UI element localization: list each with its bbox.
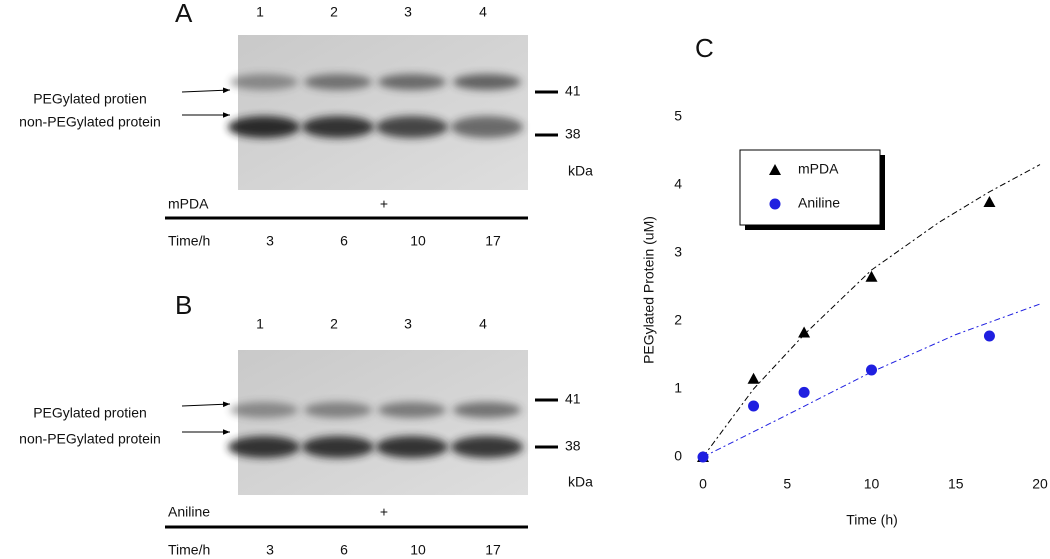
marker-label: 38 bbox=[565, 438, 581, 454]
marker-label: 38 bbox=[565, 126, 581, 142]
reagent-label: Aniline bbox=[168, 504, 210, 520]
legend bbox=[739, 149, 881, 226]
fit-line bbox=[702, 303, 1041, 458]
band-label: non-PEGylated protein bbox=[19, 114, 161, 130]
gel bbox=[238, 350, 528, 495]
band-upper bbox=[378, 74, 446, 90]
band-upper bbox=[230, 74, 298, 90]
band-label: PEGylated protien bbox=[33, 405, 147, 421]
time-label: Time/h bbox=[168, 542, 210, 558]
band-lower bbox=[376, 116, 448, 138]
point bbox=[798, 326, 811, 338]
legend-label: Aniline bbox=[798, 195, 840, 211]
band-label: non-PEGylated protein bbox=[19, 431, 161, 447]
band-upper bbox=[304, 402, 372, 418]
band-upper bbox=[453, 74, 521, 90]
lane-number: 2 bbox=[330, 316, 338, 332]
time-label: Time/h bbox=[168, 233, 210, 249]
band-lower bbox=[451, 116, 523, 138]
reagent-label: mPDA bbox=[168, 196, 209, 212]
point bbox=[866, 364, 877, 376]
point bbox=[748, 400, 760, 412]
x-tick-label: 0 bbox=[699, 476, 707, 492]
time-value: 3 bbox=[266, 233, 274, 249]
arrow bbox=[181, 401, 231, 408]
marker-label: 41 bbox=[565, 391, 581, 407]
x-axis-label: Time (h) bbox=[846, 512, 898, 528]
lane-number: 3 bbox=[404, 316, 412, 332]
time-value: 10 bbox=[410, 542, 426, 558]
lane-number: 4 bbox=[479, 4, 487, 20]
x-tick-label: 5 bbox=[783, 476, 791, 492]
lane-number: 4 bbox=[479, 316, 487, 332]
band-lower bbox=[302, 116, 374, 138]
point bbox=[747, 372, 760, 384]
reagent-sign: + bbox=[380, 196, 388, 212]
point bbox=[865, 270, 878, 282]
y-tick-label: 2 bbox=[674, 312, 682, 328]
marker-label: 41 bbox=[565, 83, 581, 99]
lane-number: 2 bbox=[330, 4, 338, 20]
reagent-sign: + bbox=[380, 504, 388, 520]
point bbox=[983, 196, 996, 207]
band-lower bbox=[302, 436, 374, 458]
y-tick-label: 5 bbox=[674, 108, 682, 124]
time-value: 17 bbox=[485, 542, 501, 558]
fit-line bbox=[702, 164, 1041, 458]
legend-label: mPDA bbox=[798, 161, 839, 177]
point bbox=[798, 386, 810, 398]
legend-symbol bbox=[769, 198, 781, 210]
arrow bbox=[181, 87, 231, 94]
point bbox=[983, 330, 995, 342]
panel-letter: B bbox=[175, 290, 192, 320]
band-lower bbox=[228, 436, 300, 458]
y-tick-label: 3 bbox=[674, 244, 682, 260]
band-upper bbox=[453, 402, 521, 418]
x-tick-label: 10 bbox=[864, 476, 880, 492]
time-value: 6 bbox=[340, 233, 348, 249]
time-value: 10 bbox=[410, 233, 426, 249]
band-upper bbox=[230, 402, 298, 418]
time-value: 6 bbox=[340, 542, 348, 558]
x-tick-label: 20 bbox=[1032, 476, 1048, 492]
band-lower bbox=[228, 116, 300, 138]
lane-number: 1 bbox=[256, 4, 264, 20]
gel bbox=[238, 35, 528, 190]
unit-label: kDa bbox=[568, 474, 593, 490]
unit-label: kDa bbox=[568, 163, 593, 179]
lane-number: 3 bbox=[404, 4, 412, 20]
y-tick-label: 0 bbox=[674, 448, 682, 464]
band-lower bbox=[451, 436, 523, 458]
panel-letter: A bbox=[175, 0, 193, 28]
y-axis-label: PEGylated Protein (uM) bbox=[641, 216, 657, 364]
time-value: 17 bbox=[485, 233, 501, 249]
x-tick-label: 15 bbox=[948, 476, 964, 492]
legend-symbol bbox=[769, 164, 781, 175]
chart-title: C bbox=[695, 33, 714, 63]
band-upper bbox=[378, 402, 446, 418]
point bbox=[697, 451, 709, 463]
y-tick-label: 1 bbox=[674, 380, 682, 396]
lane-number: 1 bbox=[256, 316, 264, 332]
band-label: PEGylated protien bbox=[33, 91, 147, 107]
band-lower bbox=[376, 436, 448, 458]
y-tick-label: 4 bbox=[674, 176, 682, 192]
band-upper bbox=[304, 74, 372, 90]
time-value: 3 bbox=[266, 542, 274, 558]
